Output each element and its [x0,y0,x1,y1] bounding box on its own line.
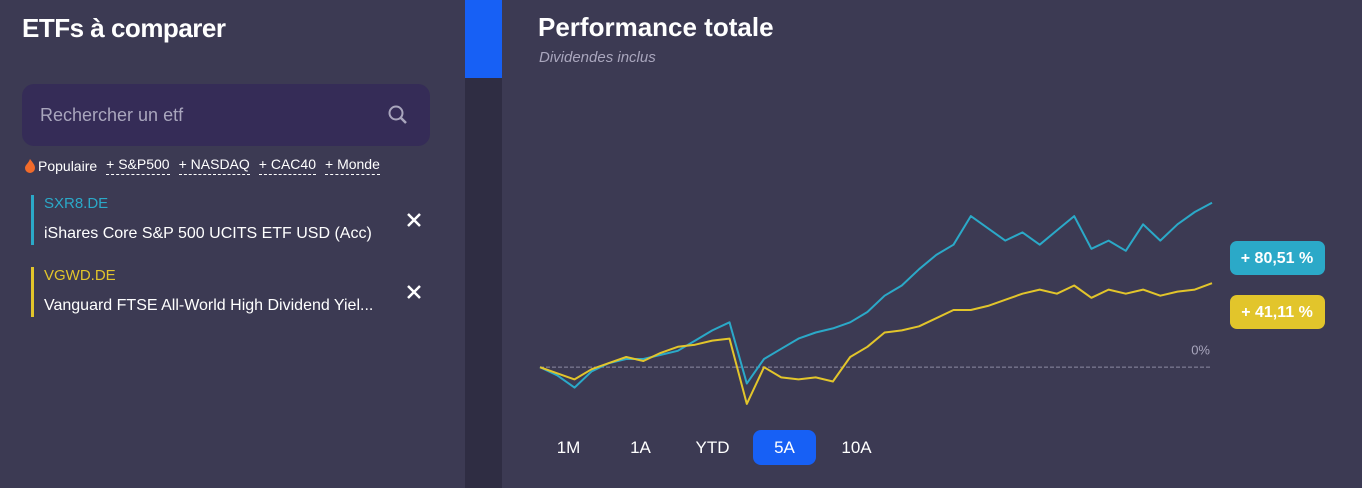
remove-button[interactable] [407,213,421,227]
search-placeholder: Rechercher un etf [40,105,184,125]
value-badge [1230,295,1325,329]
etf-item: SXR8.DE iShares Core S&P 500 UCITS ETF US… [31,195,434,245]
chart: Performance totale Dividendes inclus 0% +… [538,12,1325,405]
etf-item: VGWD.DE Vanguard FTSE All-World High Divi… [31,267,434,317]
etf-name: iShares Core S&P 500 UCITS ETF USD (Acc) [44,225,372,242]
popular: Populaire [24,158,97,174]
tag[interactable]: + NASDAQ [178,156,250,175]
value-label: + 80,51 % [1241,250,1314,267]
range-button[interactable]: 1A [630,438,651,457]
tag-row: Populaire + S&P500 + NASDAQ + CAC40 + Monde [24,156,380,175]
tag[interactable]: + Monde [325,156,380,175]
scroll-thumb[interactable] [465,0,502,78]
range-button[interactable]: 1M [556,438,581,457]
series-line [539,282,1213,405]
sidebar-title: ETFs à comparer [22,13,226,43]
flame-icon [25,158,35,173]
scrollbar [465,0,502,488]
value-label: + 41,11 % [1241,304,1313,321]
y-tick-label: 0% [1191,343,1210,358]
range-button[interactable]: YTD [695,438,730,457]
search-icon [388,105,407,124]
search-box[interactable]: Rechercher un etf [22,84,430,146]
value-badge [1230,241,1325,275]
chart-title: Performance totale [538,12,774,42]
remove-button[interactable] [407,285,421,299]
etf-ticker: SXR8.DE [44,195,109,212]
range-button[interactable]: 5A [753,430,816,465]
range-button[interactable]: 10A [841,438,872,457]
tag[interactable]: + CAC40 [258,156,316,175]
chart-subtitle: Dividendes inclus [539,49,656,66]
etf-name: Vanguard FTSE All-World High Dividend Yi… [44,297,374,314]
etf-ticker: VGWD.DE [44,267,116,284]
popular-label: Populaire [38,157,98,174]
sidebar: ETFs à comparer Rechercher un etf Popula… [0,0,465,488]
tag[interactable]: + S&P500 [106,156,170,175]
